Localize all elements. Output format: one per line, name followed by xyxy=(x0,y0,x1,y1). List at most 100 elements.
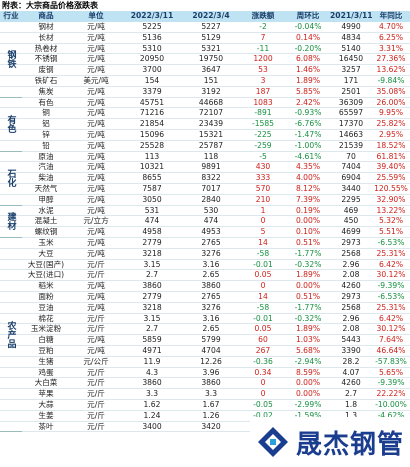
table-cell: 豆粕 xyxy=(38,346,54,355)
table-cell: 430 xyxy=(255,162,271,172)
table-cell: 3860 xyxy=(201,378,221,388)
table-cell: 4699 xyxy=(341,227,361,237)
table-row xyxy=(0,357,410,368)
table-cell: 混凝土 xyxy=(34,216,58,226)
table-cell: 6.25% xyxy=(378,32,404,42)
logo: 晟杰钢管 xyxy=(250,417,410,467)
table-row xyxy=(0,249,410,260)
table-row xyxy=(0,76,410,87)
table-cell: 大豆 xyxy=(38,248,54,258)
table-cell: 2840 xyxy=(201,194,221,204)
table-cell: 元/吨 xyxy=(87,184,105,193)
table-cell: 白糖 xyxy=(38,335,54,345)
table-cell: 118 xyxy=(203,151,219,161)
header-cell: 2021/3/11 xyxy=(330,11,373,22)
table-cell: 19750 xyxy=(198,54,224,64)
table-cell: 1.67 xyxy=(202,400,220,409)
table-row xyxy=(0,281,410,292)
table-cell: 2.7 xyxy=(145,270,159,280)
table-cell: 4.07 xyxy=(342,367,360,377)
table-cell: -5 xyxy=(259,151,267,161)
table-cell: 2568 xyxy=(341,248,361,258)
table-row xyxy=(0,22,410,33)
table-row xyxy=(0,184,410,195)
table-cell: 14663 xyxy=(338,130,364,139)
table-cell: -1.77% xyxy=(294,302,322,312)
table-cell: 25.59% xyxy=(376,173,406,183)
table-cell: 531 xyxy=(144,205,160,215)
table-cell: 0.05 xyxy=(254,324,272,334)
table-cell: -1.77% xyxy=(294,248,322,258)
table-cell: 甲醇 xyxy=(38,194,54,204)
table-cell: 2.65 xyxy=(202,270,220,280)
table-cell: 1083 xyxy=(253,97,273,107)
table-cell: 3.16 xyxy=(202,259,220,269)
table-cell: -0.36 xyxy=(253,356,273,366)
table-cell: 5859 xyxy=(142,335,162,345)
table-row xyxy=(0,87,410,98)
table-cell: 4.70% xyxy=(378,22,404,31)
table-cell: 0 xyxy=(260,378,266,388)
table-cell: 3257 xyxy=(341,65,361,75)
table-cell: 3.15 xyxy=(143,313,161,323)
table-cell: 2.08 xyxy=(342,324,360,334)
table-cell: 3400 xyxy=(142,421,162,431)
table-cell: 5.68% xyxy=(295,346,321,355)
table-cell: 4.00% xyxy=(295,173,321,183)
table-cell: 大白菜 xyxy=(34,378,58,388)
table-cell: 65597 xyxy=(338,108,364,118)
table-row xyxy=(0,54,410,66)
table-cell: 元/吨 xyxy=(87,173,105,183)
header-cell: 2022/3/4 xyxy=(182,11,240,22)
table-cell: 3.3 xyxy=(204,389,218,399)
table-cell: 8.59% xyxy=(295,367,321,377)
table-cell: 3.96 xyxy=(202,367,220,377)
header-cell: 行业 xyxy=(0,11,22,22)
table-cell: 3420 xyxy=(201,421,221,431)
table-cell: 元/斤 xyxy=(87,270,105,280)
table-cell: 豆油 xyxy=(38,302,54,312)
table-cell: 2.96 xyxy=(342,259,360,269)
table-cell: 元/立方 xyxy=(83,216,109,226)
table-cell: 0.10% xyxy=(295,227,321,237)
table-cell: 棉花 xyxy=(38,313,54,323)
table-cell: -9.84% xyxy=(377,76,405,85)
table-cell: 4971 xyxy=(142,346,162,355)
table-cell: 5136 xyxy=(142,32,162,42)
table-cell: 5321 xyxy=(201,43,221,53)
table-cell: 4260 xyxy=(341,281,361,291)
table-cell: 72107 xyxy=(198,108,224,118)
table-cell: 元/斤 xyxy=(87,389,105,399)
table-cell: 11.9 xyxy=(143,356,161,366)
table-cell: 5.85% xyxy=(295,86,321,96)
table-cell: 8.12% xyxy=(295,184,321,193)
table-cell: 2295 xyxy=(341,194,361,204)
table-cell: 21539 xyxy=(338,140,364,150)
header-cell: 周环比 xyxy=(286,11,330,22)
table-cell: 元/吨 xyxy=(87,65,105,75)
group-label: 石化 xyxy=(0,152,22,206)
table-cell: -6.53% xyxy=(377,292,405,301)
table-cell: 螺纹钢 xyxy=(34,227,58,237)
table-cell: -1.00% xyxy=(294,140,322,150)
table-cell: 面粉 xyxy=(38,292,54,301)
table-row xyxy=(0,33,410,44)
table-cell: 玉米 xyxy=(38,238,54,247)
table-cell: 4958 xyxy=(142,227,162,237)
table-row xyxy=(0,195,410,206)
table-row xyxy=(0,238,410,249)
table-cell: 12.26 xyxy=(200,356,222,366)
table-cell: -57.83% xyxy=(375,356,407,366)
table-cell: 3700 xyxy=(142,65,162,75)
table-cell: 茶叶 xyxy=(38,421,54,431)
table-cell: 25.82% xyxy=(376,119,406,129)
table-cell: 120.55% xyxy=(374,184,408,193)
table-cell: 5.65% xyxy=(378,367,404,377)
table-cell: 35.08% xyxy=(376,86,406,96)
table-cell: -1.59% xyxy=(294,410,322,420)
table-row xyxy=(0,141,410,152)
table-cell: 13.22% xyxy=(376,205,406,215)
table-cell: 2973 xyxy=(341,292,361,301)
table-cell: 267 xyxy=(255,346,271,355)
table-cell: 15321 xyxy=(198,130,224,139)
